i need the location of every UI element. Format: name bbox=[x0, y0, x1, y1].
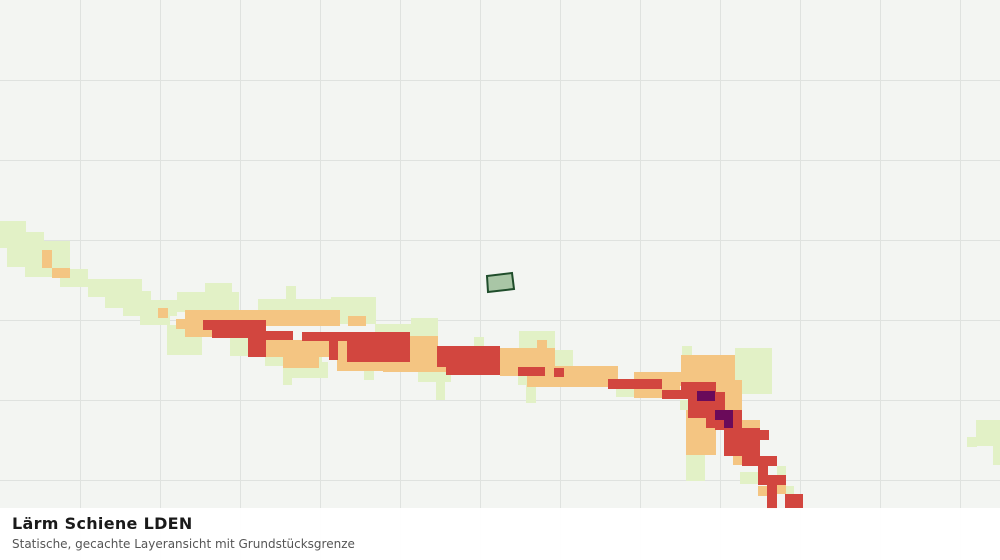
parcel-boundary bbox=[485, 271, 516, 294]
panel-subtitle: Statische, gecachte Layeransicht mit Gru… bbox=[12, 537, 355, 551]
panel-title: Lärm Schiene LDEN bbox=[12, 514, 193, 533]
noise-zone-low bbox=[0, 221, 1000, 496]
noise-zone-high bbox=[203, 320, 803, 509]
noise-zone-very-high bbox=[697, 391, 733, 428]
info-panel: Lärm Schiene LDEN Statische, gecachte La… bbox=[0, 508, 1000, 560]
